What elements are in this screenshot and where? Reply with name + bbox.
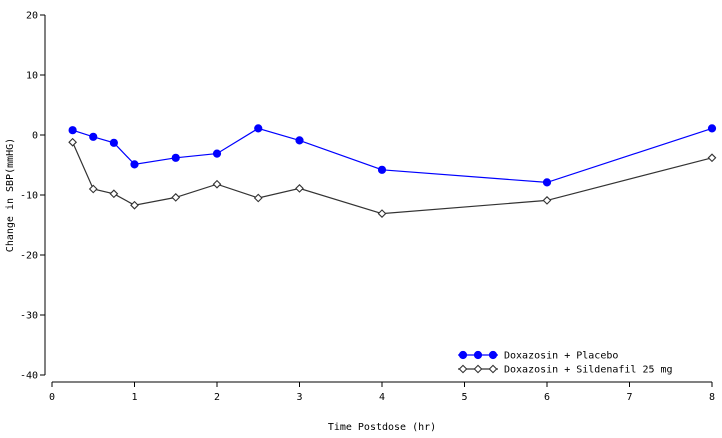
data-point	[377, 209, 387, 218]
legend-marker	[488, 364, 498, 374]
data-point	[253, 193, 263, 203]
y-tick-label: 10	[26, 71, 38, 82]
data-point	[68, 126, 77, 135]
data-point	[212, 179, 222, 189]
y-tick-label: -40	[20, 371, 38, 382]
data-point	[707, 153, 717, 163]
data-point	[109, 189, 119, 199]
data-point	[254, 124, 263, 133]
x-tick-label: 1	[131, 392, 137, 403]
x-tick-label: 3	[296, 392, 302, 403]
x-tick-label: 2	[214, 392, 220, 403]
legend-item-sildenafil: Doxazosin + Sildenafil 25 mg	[458, 365, 673, 376]
x-tick-label: 5	[461, 392, 467, 403]
legend-marker	[473, 350, 483, 360]
legend-marker	[473, 364, 483, 374]
y-tick-label: -20	[20, 251, 38, 262]
data-point	[542, 196, 552, 205]
series-layer	[68, 124, 717, 218]
data-point	[171, 153, 180, 162]
y-tick-label: 20	[26, 11, 38, 22]
series-1	[68, 137, 717, 218]
y-tick-label: -30	[20, 311, 38, 322]
series-line	[72, 127, 713, 184]
x-tick-label: 4	[379, 392, 385, 403]
data-point	[109, 138, 118, 147]
legend: Doxazosin + Placebo Doxazosin + Sildenaf…	[458, 351, 673, 376]
data-point	[89, 132, 98, 141]
data-point	[377, 165, 387, 174]
data-point	[171, 193, 181, 202]
x-tick-label: 7	[626, 392, 632, 403]
x-tick-label: 0	[49, 392, 55, 403]
legend-item-placebo: Doxazosin + Placebo	[458, 351, 618, 362]
data-point	[130, 200, 139, 210]
y-tick-label: -10	[20, 191, 38, 202]
legend-label-sildenafil: Doxazosin + Sildenafil 25 mg	[504, 365, 673, 376]
legend-marker	[488, 350, 498, 360]
x-tick-label: 6	[544, 392, 550, 403]
y-axis-title: Change in SBP(mmHG)	[5, 138, 16, 252]
data-point	[707, 124, 717, 133]
y-tick-label: 0	[32, 131, 38, 142]
series-line	[72, 141, 713, 215]
data-point	[295, 136, 304, 145]
legend-marker	[458, 364, 468, 374]
y-ticks: -40 -30 -20 -10 0 10 20	[20, 11, 45, 382]
x-axis-title: Time Postdose (hr)	[328, 422, 436, 433]
legend-marker	[458, 350, 468, 360]
data-point	[130, 160, 139, 169]
data-point	[212, 149, 222, 158]
data-point	[68, 137, 78, 147]
x-ticks: 0 1 2 3 4 5 6 7 8	[49, 382, 715, 403]
legend-label-placebo: Doxazosin + Placebo	[504, 351, 618, 362]
data-point	[88, 184, 98, 194]
data-point	[295, 184, 304, 193]
data-point	[542, 178, 552, 187]
x-tick-label: 8	[709, 392, 715, 403]
axes	[44, 15, 712, 383]
series-0	[68, 124, 717, 187]
